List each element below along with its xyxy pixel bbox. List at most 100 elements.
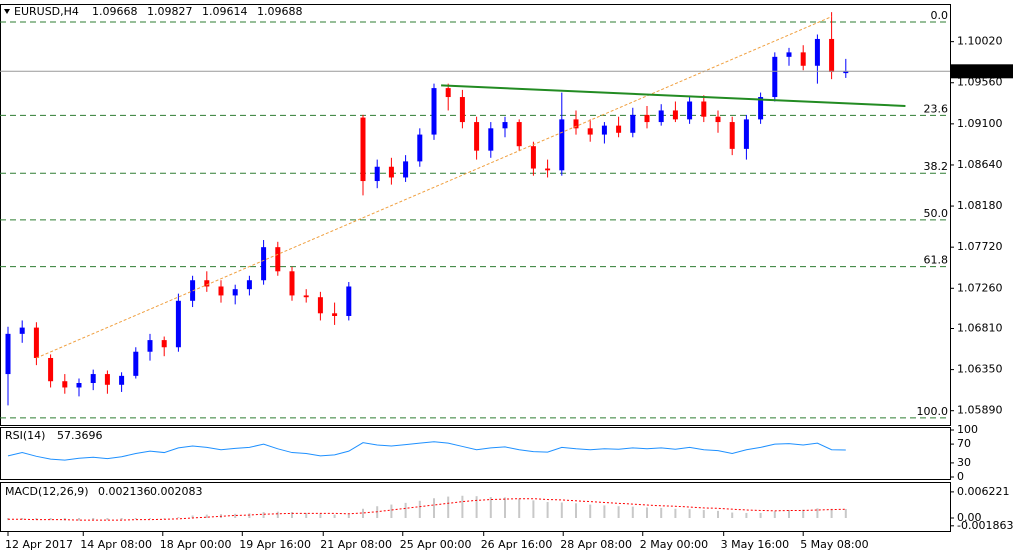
candle-body — [147, 340, 153, 352]
candle-body — [530, 146, 536, 169]
y-tick-label: 70 — [957, 437, 971, 450]
candle-body — [218, 286, 224, 296]
candle-body — [175, 300, 181, 348]
header-value: 1.09688 — [257, 5, 303, 18]
candle-body — [417, 134, 423, 162]
main-panel — [0, 4, 951, 426]
x-tick-label: 14 Apr 08:00 — [80, 538, 152, 551]
price-label: 1.09688 — [957, 64, 1003, 77]
candle-body — [317, 297, 323, 314]
candle-body — [19, 327, 25, 334]
candle-body — [573, 119, 579, 129]
candle-body — [488, 128, 494, 151]
candle-body — [431, 88, 437, 135]
candle-body — [232, 289, 238, 296]
y-tick-label: 1.06350 — [957, 363, 1003, 376]
header-value: 1.09668 — [92, 5, 138, 18]
y-tick-label: 1.10020 — [957, 35, 1003, 48]
macd-panel — [0, 482, 951, 532]
candle-body — [289, 271, 295, 296]
candle-body — [303, 295, 309, 298]
candle-body — [388, 166, 394, 178]
candle-body — [687, 101, 693, 120]
candle-body — [800, 52, 806, 66]
y-tick-label: 1.08640 — [957, 158, 1003, 171]
candle-body — [104, 374, 110, 385]
panel-value: 0.002136 — [98, 485, 151, 498]
candle-body — [843, 71, 849, 74]
candle-body — [758, 97, 764, 120]
candle-body — [119, 375, 125, 385]
x-tick-label: 5 May 08:00 — [800, 538, 868, 551]
candle-body — [403, 161, 409, 178]
y-tick-label: 1.07720 — [957, 240, 1003, 253]
candle-body — [275, 247, 281, 272]
candle-body — [161, 340, 167, 348]
candle-body — [133, 351, 139, 376]
candle-body — [5, 333, 11, 375]
header-value: 1.09614 — [202, 5, 248, 18]
y-tick-label: 1.09560 — [957, 76, 1003, 89]
fib-label: 0.0 — [931, 9, 949, 22]
x-tick-label: 3 May 16:00 — [721, 538, 789, 551]
menu-arrow[interactable] — [4, 9, 10, 14]
candle-body — [516, 122, 522, 147]
candle-body — [672, 110, 678, 120]
y-tick-label: 100 — [957, 423, 978, 436]
y-tick-label: 30 — [957, 456, 971, 469]
candle-body — [332, 313, 338, 316]
candle-body — [48, 357, 54, 382]
candle-body — [630, 114, 636, 133]
candle-body — [346, 286, 352, 316]
candle-body — [658, 110, 664, 123]
candle-body — [360, 117, 366, 182]
candle-body — [545, 168, 551, 171]
candle-body — [204, 280, 210, 287]
x-tick-label: 21 Apr 08:00 — [320, 538, 392, 551]
candle-body — [559, 119, 565, 171]
x-tick-label: 18 Apr 00:00 — [160, 538, 232, 551]
fib-label: 38.2 — [924, 160, 949, 173]
rsi-line — [7, 441, 846, 461]
candle-body — [587, 128, 593, 135]
y-tick-label: 1.08180 — [957, 199, 1003, 212]
y-tick-label: 0.006221 — [957, 485, 1010, 498]
fib-label: 100.0 — [917, 405, 949, 418]
fib-label: 61.8 — [924, 254, 949, 267]
candle-body — [474, 122, 480, 151]
x-tick-label: 2 May 00:00 — [640, 538, 708, 551]
candle-body — [502, 122, 508, 129]
candle-body — [62, 381, 68, 388]
panel-value: 0.002083 — [150, 485, 203, 498]
panel-value: 57.3696 — [57, 429, 103, 442]
candle-body — [445, 88, 451, 98]
candle-body — [786, 52, 792, 57]
x-tick-label: 28 Apr 08:00 — [560, 538, 632, 551]
candle-body — [814, 38, 820, 66]
candle-body — [90, 374, 96, 383]
candle-body — [829, 38, 835, 73]
y-tick-label: 0.00 — [957, 511, 982, 524]
rsi-panel — [0, 427, 951, 480]
fib-label: 50.0 — [924, 207, 949, 220]
candle-body — [374, 166, 380, 182]
x-tick-label: 12 Apr 2017 — [5, 538, 73, 551]
chart-title: EURUSD,H4 — [14, 5, 79, 18]
candle-body — [701, 101, 707, 117]
candle-body — [772, 56, 778, 98]
header-value: 1.09827 — [147, 5, 193, 18]
candle-body — [601, 125, 607, 135]
panel-title: RSI(14) — [5, 429, 45, 442]
candle-body — [644, 114, 650, 123]
x-tick-label: 26 Apr 16:00 — [481, 538, 553, 551]
y-tick-label: -0.001863 — [957, 519, 1013, 532]
candle-body — [33, 327, 39, 358]
candle-body — [76, 383, 82, 388]
price-box — [951, 64, 1013, 79]
candle-body — [246, 280, 252, 290]
candle-body — [616, 125, 622, 133]
y-tick-label: 0 — [957, 470, 964, 483]
candle-body — [729, 122, 735, 149]
trendline — [36, 16, 832, 359]
